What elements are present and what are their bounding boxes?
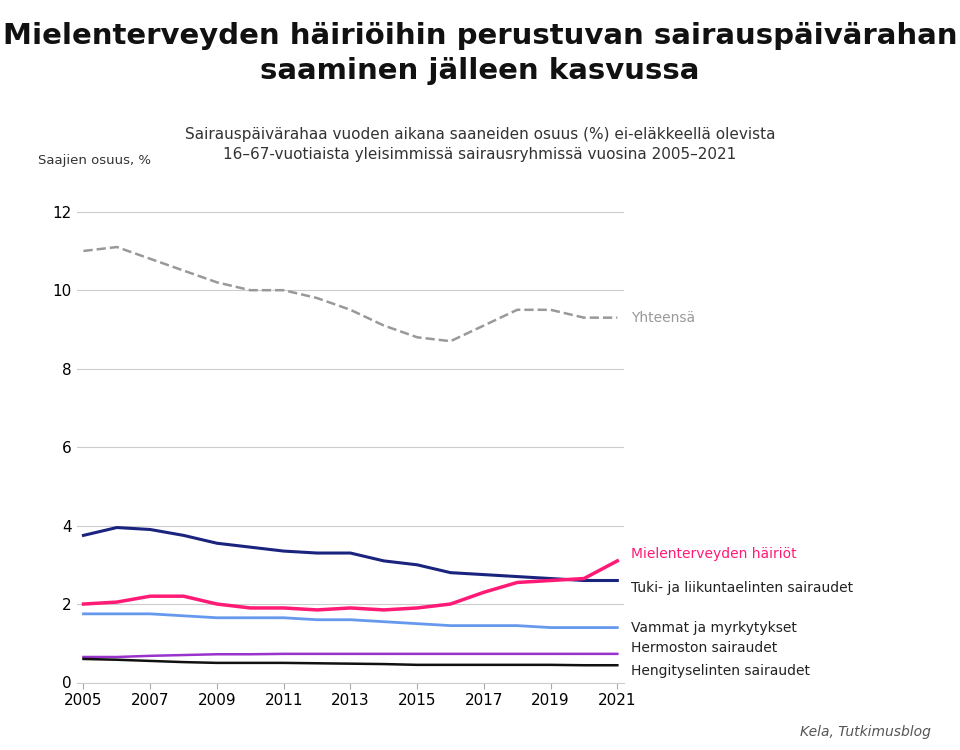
Text: Sairauspäivärahaa vuoden aikana saaneiden osuus (%) ei-eläkkeellä olevista
16–67: Sairauspäivärahaa vuoden aikana saaneide… bbox=[184, 128, 776, 162]
Text: Mielenterveyden häiriöt: Mielenterveyden häiriöt bbox=[631, 547, 796, 561]
Text: Kela, Tutkimusblog: Kela, Tutkimusblog bbox=[801, 724, 931, 739]
Text: Vammat ja myrkytykset: Vammat ja myrkytykset bbox=[631, 620, 797, 634]
Text: Tuki- ja liikuntaelinten sairaudet: Tuki- ja liikuntaelinten sairaudet bbox=[631, 580, 852, 595]
Text: Hermoston sairaudet: Hermoston sairaudet bbox=[631, 641, 777, 655]
Text: Yhteensä: Yhteensä bbox=[631, 310, 695, 325]
Text: Mielenterveyden häiriöihin perustuvan sairauspäivärahan
saaminen jälleen kasvuss: Mielenterveyden häiriöihin perustuvan sa… bbox=[3, 22, 957, 85]
Text: Hengityselinten sairaudet: Hengityselinten sairaudet bbox=[631, 664, 809, 678]
Text: Saajien osuus, %: Saajien osuus, % bbox=[38, 154, 152, 167]
